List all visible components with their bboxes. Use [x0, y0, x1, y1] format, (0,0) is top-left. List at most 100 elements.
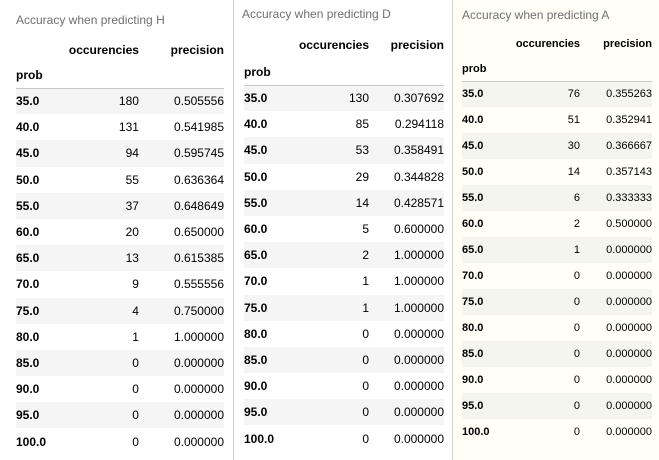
- cell-occurencies: 20: [125, 225, 139, 240]
- row-index-prob: 65.0: [462, 244, 484, 256]
- index-header-row: prob: [244, 59, 444, 85]
- row-index-prob: 85.0: [244, 352, 268, 367]
- column-header-precision[interactable]: precision: [603, 38, 652, 50]
- cell-occurencies: 37: [125, 198, 139, 213]
- table-row: 55.0 14 0.428571: [244, 189, 444, 216]
- cell-occurencies: 0: [573, 322, 581, 334]
- row-index-prob: 50.0: [16, 172, 40, 187]
- table-row: 60.0 20 0.650000: [16, 219, 224, 245]
- cell-occurencies: 30: [567, 140, 581, 152]
- cell-precision: 0.000000: [393, 326, 444, 341]
- table-title: Accuracy when predicting A: [462, 8, 610, 22]
- cell-precision: 0.294118: [394, 117, 444, 132]
- header-blank: [462, 31, 516, 57]
- table-row: 50.0 55 0.636364: [16, 167, 224, 193]
- cell-precision: 0.428571: [393, 195, 444, 210]
- accuracy-table-a: occurencies precision prob 35.0 76 0.355263 40…: [462, 31, 652, 445]
- row-index-prob: 75.0: [462, 296, 484, 308]
- cell-precision: 0.000000: [173, 434, 224, 449]
- cell-precision: 0.000000: [393, 379, 444, 394]
- row-index-prob: 85.0: [462, 348, 484, 360]
- table-row: 90.0 0 0.000000: [462, 367, 652, 393]
- cell-precision: 0.000000: [173, 408, 224, 423]
- index-header: prob: [462, 62, 487, 75]
- cell-precision: 0.555556: [173, 277, 224, 292]
- cell-occurencies: 53: [355, 143, 370, 158]
- table-row: 100.0 0 0.000000: [16, 428, 224, 454]
- row-index-prob: 100.0: [462, 426, 490, 438]
- cell-precision: 0.000000: [393, 352, 444, 367]
- cell-occurencies: 94: [125, 146, 139, 161]
- table-row: 65.0 1 0.000000: [462, 237, 652, 263]
- table-row: 40.0 85 0.294118: [244, 111, 444, 137]
- table-row: 95.0 0 0.000000: [16, 402, 224, 429]
- column-header-row: occurencies precision: [462, 31, 652, 57]
- cell-occurencies: 131: [118, 120, 139, 135]
- cell-occurencies: 9: [132, 277, 139, 292]
- row-index-prob: 60.0: [16, 225, 40, 240]
- cell-precision: 0.595745: [173, 146, 224, 161]
- cell-occurencies: 0: [132, 434, 139, 449]
- cell-precision: 1.000000: [393, 248, 444, 263]
- table-row: 50.0 29 0.344828: [244, 164, 444, 190]
- row-index-prob: 65.0: [16, 251, 40, 266]
- table-row: 65.0 13 0.615385: [16, 245, 224, 272]
- table-row: 60.0 2 0.500000: [462, 211, 652, 237]
- table-row: 60.0 5 0.600000: [244, 216, 444, 242]
- table-row: 40.0 51 0.352941: [462, 107, 652, 133]
- column-header-row: occurencies precision: [16, 38, 224, 62]
- index-header-row: prob: [16, 62, 224, 88]
- row-index-prob: 45.0: [16, 146, 40, 161]
- cell-precision: 0.650000: [173, 225, 224, 240]
- cell-precision: 0.352941: [606, 114, 652, 126]
- table-row: 35.0 180 0.505556: [16, 88, 224, 115]
- cell-occurencies: 0: [573, 400, 581, 412]
- column-header-occurencies[interactable]: occurencies: [68, 43, 139, 57]
- panel-predict-d: Accuracy when predicting D occurencies pr…: [233, 0, 453, 460]
- cell-occurencies: 14: [355, 195, 370, 210]
- row-index-prob: 90.0: [244, 379, 268, 394]
- table-row: 75.0 0 0.000000: [462, 289, 652, 315]
- cell-precision: 0.505556: [173, 94, 224, 109]
- table-row: 100.0 0 0.000000: [462, 419, 652, 445]
- cell-occurencies: 0: [573, 270, 581, 282]
- cell-precision: 0.000000: [393, 431, 444, 446]
- cell-occurencies: 0: [573, 426, 581, 438]
- table-row: 55.0 6 0.333333: [462, 185, 652, 211]
- row-index-prob: 35.0: [244, 91, 268, 106]
- cell-precision: 0.000000: [606, 322, 652, 334]
- cell-precision: 0.307692: [393, 91, 444, 106]
- row-index-prob: 85.0: [16, 355, 40, 370]
- cell-occurencies: 0: [573, 374, 581, 386]
- cell-precision: 0.600000: [393, 222, 444, 237]
- row-index-prob: 55.0: [244, 195, 268, 210]
- cell-occurencies: 1: [573, 244, 581, 256]
- index-header-row: prob: [462, 57, 652, 81]
- column-header-occurencies[interactable]: occurencies: [515, 38, 581, 50]
- table-row: 70.0 1 1.000000: [244, 268, 444, 294]
- column-header-precision[interactable]: precision: [170, 43, 224, 57]
- cell-occurencies: 29: [355, 169, 370, 184]
- row-index-prob: 65.0: [244, 248, 268, 263]
- cell-precision: 0.366667: [606, 140, 652, 152]
- row-index-prob: 60.0: [244, 222, 268, 237]
- row-index-prob: 70.0: [462, 270, 484, 282]
- row-index-prob: 40.0: [244, 117, 268, 132]
- row-index-prob: 70.0: [244, 274, 268, 289]
- row-index-prob: 80.0: [462, 322, 484, 334]
- row-index-prob: 95.0: [244, 405, 268, 420]
- table-row: 100.0 0 0.000000: [244, 425, 444, 451]
- column-header-occurencies[interactable]: occurencies: [298, 38, 370, 52]
- header-blank: [244, 31, 299, 59]
- cell-occurencies: 0: [362, 405, 370, 420]
- table-row: 80.0 0 0.000000: [462, 315, 652, 341]
- row-index-prob: 80.0: [16, 329, 40, 344]
- accuracy-table-h: occurencies precision prob 35.0 180 0.505556 4…: [16, 38, 224, 455]
- table-row: 50.0 14 0.357143: [462, 159, 652, 185]
- cell-occurencies: 130: [348, 91, 370, 106]
- column-header-precision[interactable]: precision: [390, 38, 444, 52]
- cell-occurencies: 1: [362, 274, 370, 289]
- row-index-prob: 75.0: [16, 303, 40, 318]
- cell-precision: 0.000000: [606, 374, 652, 386]
- row-index-prob: 70.0: [16, 277, 40, 292]
